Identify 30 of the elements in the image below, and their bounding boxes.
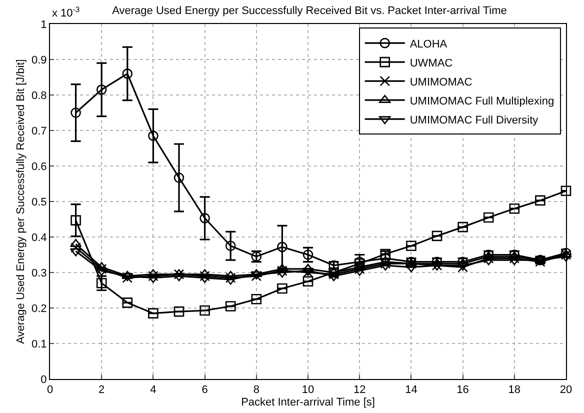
- y-tick-label: 0.9: [32, 54, 47, 66]
- x-tick-label: 8: [253, 384, 260, 396]
- y-tick-label: 0.3: [32, 267, 47, 280]
- x-tick-label: 10: [302, 384, 314, 396]
- y-tick-label: 0.8: [32, 90, 47, 102]
- y-tick-label: 0.5: [32, 196, 47, 208]
- y-axis-title: Average Used Energy per Successfully Received Bit [J/bit]: [15, 59, 28, 344]
- y-tick-label: 0.6: [32, 160, 47, 173]
- y-tick-label: 0.7: [32, 125, 47, 138]
- x-tick-label: 18: [508, 384, 521, 396]
- chart-title: Average Used Energy per Successfully Received Bit vs. Packet Inter-arrival Time: [112, 4, 507, 17]
- legend-label: UMIMOMAC: [410, 76, 472, 88]
- x-axis-title: Packet Inter-arrival Time [s]: [241, 396, 375, 408]
- x-tick-label: 14: [405, 384, 418, 396]
- legend-label: UWMAC: [410, 57, 453, 70]
- x-tick-label: 6: [202, 384, 208, 396]
- y-tick-label: 0.1: [32, 338, 47, 350]
- x-tick-label: 4: [150, 384, 156, 396]
- legend-label: UMIMOMAC Full Diversity: [410, 114, 539, 126]
- x-tick-label: 16: [456, 384, 469, 396]
- text: x 10$^{-3}$: [52, 5, 80, 20]
- y-tick-label: 0.4: [32, 232, 47, 244]
- legend-label: ALOHA: [410, 38, 448, 50]
- x-tick-label: 20: [560, 384, 572, 396]
- legend-label: UMIMOMAC Full Multiplexing: [410, 95, 554, 108]
- x-tick-label: 2: [98, 384, 105, 396]
- y-tick-label: 1: [40, 18, 47, 31]
- y-tick-label: 0: [40, 374, 47, 386]
- x-tick-label: 12: [353, 384, 366, 396]
- y-tick-label: 0.2: [32, 302, 47, 315]
